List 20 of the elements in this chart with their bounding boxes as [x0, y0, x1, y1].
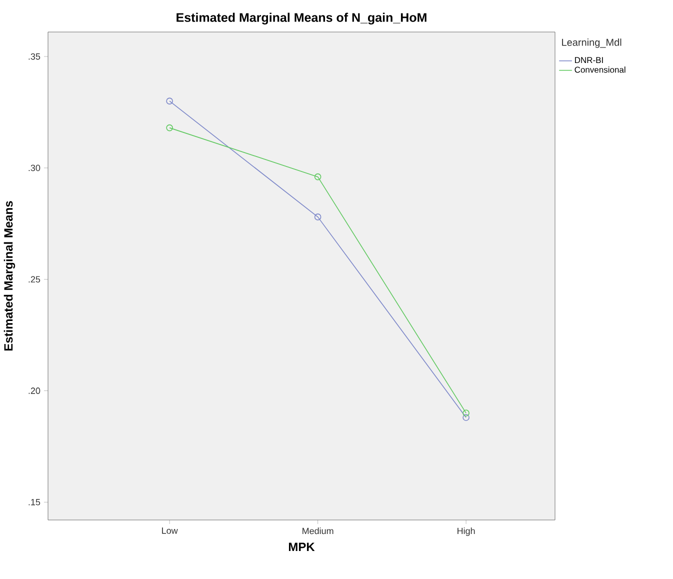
x-tick-label: High — [458, 528, 475, 536]
y-tick-label: .35 — [28, 53, 40, 60]
point — [462, 414, 470, 421]
y-axis-title: Estimated Marginal Means — [4, 201, 16, 351]
legend-title: Learning_Mdl — [562, 38, 622, 48]
point — [314, 173, 322, 180]
legend-label: Convensional — [574, 66, 626, 73]
x-axis-title: MPK — [288, 542, 315, 552]
y-tick-label: .15 — [28, 499, 40, 506]
x-tick-label: Medium — [302, 528, 334, 534]
legend-label: DNR-BI — [575, 57, 603, 63]
chart-title: Estimated Marginal Means of N_gain_HoM — [176, 12, 426, 24]
y-tick-label: .20 — [28, 388, 40, 394]
point — [314, 214, 322, 220]
y-tick-label: .25 — [28, 276, 40, 283]
point — [462, 410, 470, 416]
y-tick-label: .30 — [28, 164, 40, 172]
point — [166, 98, 173, 104]
x-tick-label: Low — [162, 528, 178, 534]
point — [166, 124, 173, 132]
